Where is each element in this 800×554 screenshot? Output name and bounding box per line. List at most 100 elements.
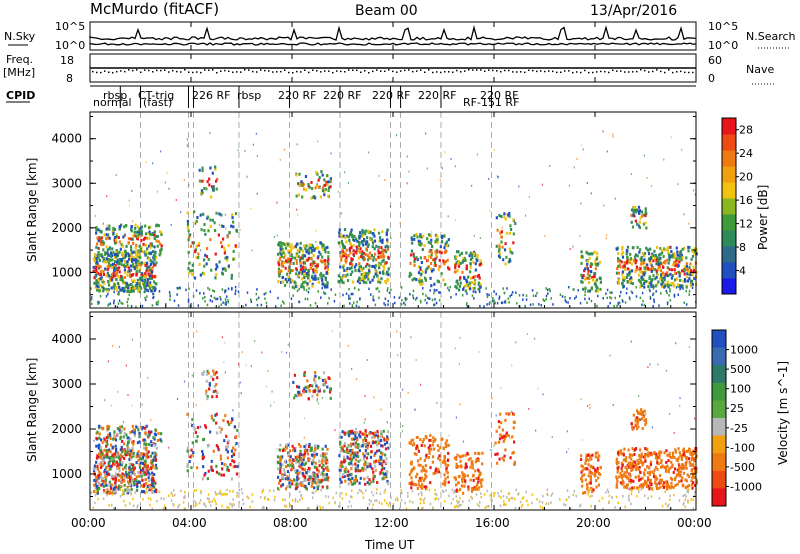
nave-point <box>164 69 166 71</box>
heatmap-cell <box>643 303 646 307</box>
heatmap-cell <box>148 472 151 476</box>
heatmap-cell <box>284 266 287 270</box>
heatmap-cell <box>135 250 138 254</box>
heatmap-cell <box>618 301 621 305</box>
heatmap-cell <box>635 208 639 212</box>
heatmap-cell <box>616 470 619 474</box>
heatmap-cell <box>622 453 625 457</box>
heatmap-cell <box>145 424 148 428</box>
nave-point <box>588 71 590 74</box>
heatmap-cell <box>471 466 474 470</box>
heatmap-cell <box>352 431 355 435</box>
heatmap-cell <box>626 483 629 487</box>
nave-point <box>668 69 670 71</box>
heatmap-cell <box>118 469 121 473</box>
heatmap-cell <box>617 301 620 305</box>
heatmap-cell <box>362 274 365 278</box>
heatmap-cell <box>225 434 228 438</box>
heatmap-cell <box>596 304 598 308</box>
heatmap-cell <box>307 273 310 277</box>
heatmap-cell <box>503 212 506 216</box>
heatmap-cell <box>326 486 329 490</box>
heatmap-cell <box>98 436 101 440</box>
heatmap-cell <box>135 234 138 238</box>
heatmap-cell <box>503 454 506 458</box>
heatmap-cell <box>349 261 352 265</box>
heatmap-cell <box>629 472 632 476</box>
heatmap-cell <box>349 480 353 484</box>
heatmap-cell <box>144 263 147 267</box>
heatmap-cell <box>359 254 363 258</box>
heatmap-cell <box>387 267 390 271</box>
heatmap-cell <box>436 444 439 448</box>
heatmap-cell <box>313 450 316 454</box>
heatmap-cell <box>159 438 162 442</box>
heatmap-cell <box>291 448 295 452</box>
heatmap-cell <box>136 249 140 253</box>
heatmap-cell <box>688 484 691 488</box>
heatmap-cell <box>436 240 439 244</box>
heatmap-cell <box>302 183 305 187</box>
heatmap-cell <box>230 273 233 277</box>
heatmap-cell <box>135 461 138 465</box>
heatmap-cell <box>120 263 123 267</box>
heatmap-cell <box>188 287 190 291</box>
heatmap-cell <box>413 257 417 261</box>
heatmap-cell <box>93 281 96 285</box>
heatmap-cell <box>509 456 512 460</box>
heatmap-cell <box>321 189 325 193</box>
heatmap-cell <box>294 470 298 474</box>
heatmap-cell <box>95 460 98 464</box>
heatmap-cell <box>589 252 592 256</box>
heatmap-cell <box>225 258 229 262</box>
heatmap-cell <box>303 187 306 191</box>
cpid-row1-g: 220 RF <box>372 89 410 102</box>
nave-point <box>196 71 198 73</box>
heatmap-cell <box>385 441 389 445</box>
heatmap-cell <box>301 472 304 476</box>
heatmap-cell <box>670 282 673 286</box>
heatmap-cell <box>588 274 591 278</box>
nave-point <box>384 70 386 73</box>
heatmap-cell <box>420 476 424 480</box>
heatmap-cell <box>130 248 133 252</box>
heatmap-cell <box>221 467 224 471</box>
heatmap-cell <box>302 453 305 457</box>
heatmap-cell <box>111 286 113 290</box>
heatmap-cell <box>235 228 238 232</box>
heatmap-cell <box>354 462 357 466</box>
heatmap-cell <box>635 464 638 468</box>
heatmap-cell <box>113 255 117 259</box>
heatmap-cell <box>343 444 346 448</box>
heatmap-cell <box>409 261 412 265</box>
heatmap-cell <box>355 237 358 241</box>
heatmap-cell <box>132 289 135 293</box>
colorbar-swatch <box>722 118 736 135</box>
heatmap-cell <box>224 301 227 305</box>
heatmap-cell <box>651 277 654 281</box>
heatmap-cell <box>370 293 372 296</box>
colorbar-swatch <box>722 214 736 231</box>
heatmap-cell <box>139 227 142 231</box>
heatmap-cell <box>207 286 209 290</box>
heatmap-cell <box>349 453 352 457</box>
heatmap-cell <box>342 234 345 238</box>
heatmap-cell <box>374 258 378 262</box>
heatmap-cell <box>309 266 312 270</box>
heatmap-cell <box>152 481 156 485</box>
heatmap-cell <box>106 268 109 272</box>
heatmap-cell <box>211 469 214 473</box>
heatmap-cell <box>298 462 301 466</box>
heatmap-cell <box>681 247 684 251</box>
heatmap-cell <box>427 455 431 459</box>
heatmap-cell <box>109 443 113 447</box>
heatmap-cell <box>481 462 484 466</box>
heatmap-cell <box>342 449 346 453</box>
heatmap-cell <box>230 224 233 228</box>
heatmap-cell <box>671 454 675 458</box>
heatmap-cell <box>476 153 479 156</box>
heatmap-cell <box>434 303 436 306</box>
heatmap-cell <box>385 261 388 265</box>
heatmap-cell <box>115 266 119 270</box>
heatmap-cell <box>442 447 445 451</box>
